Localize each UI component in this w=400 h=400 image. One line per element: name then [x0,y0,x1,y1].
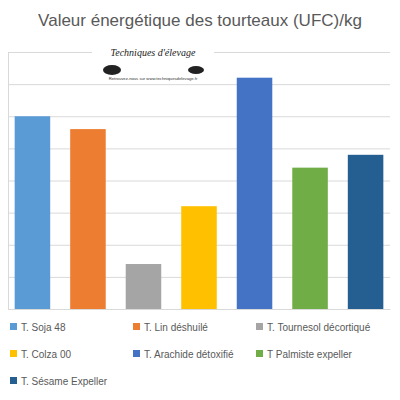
y-tick [8,116,390,117]
y-tick [8,309,390,310]
bar [15,116,51,309]
legend-label: T. Soja 48 [21,322,66,333]
chart: Techniques d'élevage Retrouvez-nous sur w… [0,0,400,400]
legend-label: T. Lin déshuilé [144,322,208,333]
logo-icon [188,66,204,74]
legend-item: T. Lin déshuilé [133,322,208,333]
chart-title: Valeur énergétique des tourteaux (UFC)/k… [38,11,362,30]
legend-label: T. Colza 00 [21,349,71,360]
legend-swatch [133,350,140,357]
grid-line [8,148,390,149]
y-axis-line [9,53,391,310]
grid-line [8,116,390,117]
grid-line [8,309,390,310]
bar [348,155,384,309]
bar [126,264,162,309]
legend-item: T. Arachide détoxifié [133,349,234,360]
bar [237,78,273,309]
legend-label: T Palmiste expeller [267,349,353,360]
legend: T. Soja 48 T. Lin déshuilé T. Tournesol dé… [10,322,371,387]
legend-label: T. Tournesol décortiqué [267,322,371,333]
grid-line [8,84,390,85]
legend-swatch [256,323,263,330]
logo: Techniques d'élevage Retrouvez-nous sur w… [92,44,214,84]
legend-item: T. Sésame Expeller [10,376,108,387]
legend-item: T. Tournesol décortiqué [256,322,371,333]
bars [15,78,384,309]
legend-swatch [10,350,17,357]
y-tick [8,181,390,182]
legend-swatch [133,323,140,330]
logo-icon [103,65,121,75]
grid-line [8,181,390,182]
logo-title: Techniques d'élevage [111,47,196,58]
x-axis-line [9,309,391,310]
y-tick [8,84,390,85]
legend-label: T. Sésame Expeller [21,376,108,387]
legend-item: T. Soja 48 [10,322,66,333]
bar [70,129,106,309]
bar [181,206,217,309]
logo-subtitle: Retrouvez-nous sur www.techniquesdelevag… [109,76,198,81]
plot-area [8,53,391,310]
y-axis [8,53,390,310]
y-tick [8,148,390,149]
legend-swatch [10,377,17,384]
legend-label: T. Arachide détoxifié [144,349,234,360]
legend-item: T Palmiste expeller [256,349,353,360]
logo-background [92,44,214,84]
legend-swatch [256,350,263,357]
legend-item: T. Colza 00 [10,349,71,360]
legend-swatch [10,323,17,330]
bar [292,168,328,309]
